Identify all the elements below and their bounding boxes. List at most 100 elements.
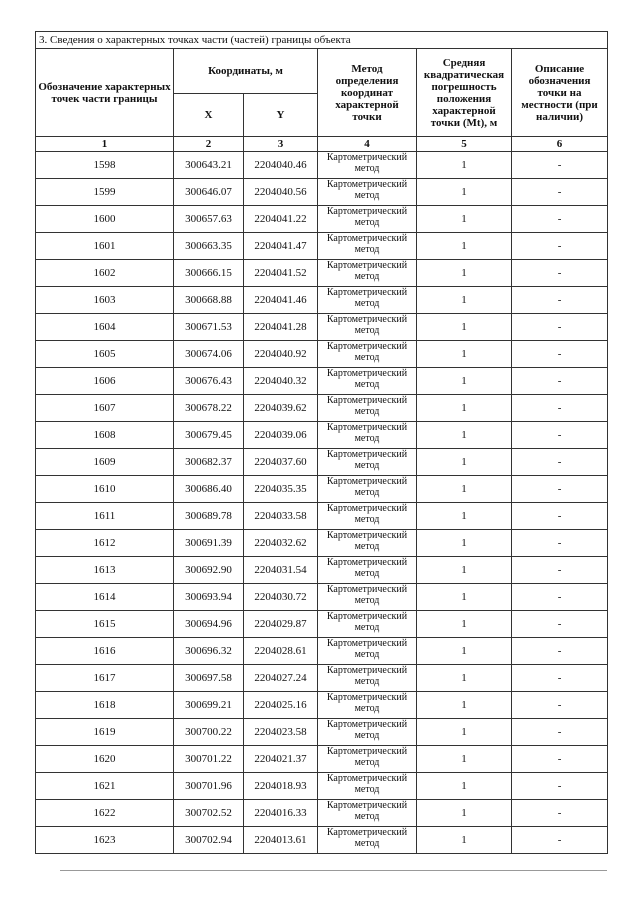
method-cell: Картометрический метод [317,610,417,638]
x-cell: 300671.53 [173,313,244,341]
x-cell: 300693.94 [173,583,244,611]
y-cell: 2204030.72 [243,583,318,611]
point-cell: 1600 [35,205,174,233]
description-cell: - [510,529,609,557]
header-mean-error: Средняя квадратическая погрешность полож… [416,48,512,137]
mean-error-cell: 1 [416,394,512,422]
column-number: 6 [510,136,609,152]
point-cell: 1605 [35,340,174,368]
mean-error-cell: 1 [416,178,512,206]
y-cell: 2204041.47 [243,232,318,260]
description-cell: - [510,151,609,179]
header-description: Описание обозначения точки на местности … [510,48,609,137]
point-cell: 1611 [35,502,174,530]
table-row: 1599 300646.07 2204040.56 Картометрический … [35,178,609,206]
method-cell: Картометрический метод [317,637,417,665]
description-cell: - [510,826,609,854]
x-cell: 300679.45 [173,421,244,449]
description-cell: - [510,637,609,665]
x-cell: 300700.22 [173,718,244,746]
mean-error-cell: 1 [416,286,512,314]
point-cell: 1606 [35,367,174,395]
method-cell: Картометрический метод [317,340,417,368]
x-cell: 300689.78 [173,502,244,530]
header-point-designation: Обозначение характерных точек части гран… [35,48,174,137]
y-cell: 2204041.22 [243,205,318,233]
description-cell: - [510,367,609,395]
y-cell: 2204016.33 [243,799,318,827]
section-title: 3. Сведения о характерных точках части (… [34,31,609,49]
y-cell: 2204039.06 [243,421,318,449]
point-cell: 1621 [35,772,174,800]
description-cell: - [510,772,609,800]
x-cell: 300701.22 [173,745,244,773]
y-cell: 2204041.52 [243,259,318,287]
description-cell: - [510,205,609,233]
mean-error-cell: 1 [416,718,512,746]
mean-error-cell: 1 [416,448,512,476]
y-cell: 2204041.28 [243,313,318,341]
description-cell: - [510,394,609,422]
method-cell: Картометрический метод [317,691,417,719]
table-row: 1613 300692.90 2204031.54 Картометрический … [35,556,609,584]
description-cell: - [510,691,609,719]
table-row: 1600 300657.63 2204041.22 Картометрический … [35,205,609,233]
method-cell: Картометрический метод [317,529,417,557]
table-row: 1619 300700.22 2204023.58 Картометрический … [35,718,609,746]
y-cell: 2204023.58 [243,718,318,746]
method-cell: Картометрический метод [317,421,417,449]
description-cell: - [510,502,609,530]
mean-error-cell: 1 [416,799,512,827]
description-cell: - [510,448,609,476]
method-cell: Картометрический метод [317,475,417,503]
description-cell: - [510,664,609,692]
y-cell: 2204028.61 [243,637,318,665]
description-cell: - [510,583,609,611]
point-cell: 1617 [35,664,174,692]
point-cell: 1614 [35,583,174,611]
x-cell: 300676.43 [173,367,244,395]
method-cell: Картометрический метод [317,772,417,800]
table-row: 1605 300674.06 2204040.92 Картометрический … [35,340,609,368]
header-coordinates: Координаты, м [173,48,318,94]
footer-divider [60,870,607,871]
x-cell: 300694.96 [173,610,244,638]
point-cell: 1604 [35,313,174,341]
point-cell: 1615 [35,610,174,638]
method-cell: Картометрический метод [317,232,417,260]
characteristic-points-table: 3. Сведения о характерных точках части (… [34,31,609,854]
table-row: 1622 300702.52 2204016.33 Картометрический … [35,799,609,827]
description-cell: - [510,340,609,368]
mean-error-cell: 1 [416,232,512,260]
y-cell: 2204029.87 [243,610,318,638]
mean-error-cell: 1 [416,367,512,395]
table-row: 1612 300691.39 2204032.62 Картометрический … [35,529,609,557]
method-cell: Картометрический метод [317,313,417,341]
y-cell: 2204032.62 [243,529,318,557]
method-cell: Картометрический метод [317,151,417,179]
method-cell: Картометрический метод [317,205,417,233]
header-y: Y [243,93,318,137]
x-cell: 300682.37 [173,448,244,476]
mean-error-cell: 1 [416,637,512,665]
method-cell: Картометрический метод [317,556,417,584]
table-row: 1616 300696.32 2204028.61 Картометрический … [35,637,609,665]
method-cell: Картометрический метод [317,826,417,854]
point-cell: 1610 [35,475,174,503]
table-row: 1608 300679.45 2204039.06 Картометрический … [35,421,609,449]
description-cell: - [510,475,609,503]
point-cell: 1598 [35,151,174,179]
table-row: 1606 300676.43 2204040.32 Картометрический … [35,367,609,395]
table-row: 1607 300678.22 2204039.62 Картометрический … [35,394,609,422]
x-cell: 300666.15 [173,259,244,287]
y-cell: 2204018.93 [243,772,318,800]
point-cell: 1599 [35,178,174,206]
mean-error-cell: 1 [416,745,512,773]
mean-error-cell: 1 [416,340,512,368]
x-cell: 300692.90 [173,556,244,584]
mean-error-cell: 1 [416,259,512,287]
mean-error-cell: 1 [416,691,512,719]
mean-error-cell: 1 [416,556,512,584]
point-cell: 1618 [35,691,174,719]
point-cell: 1622 [35,799,174,827]
